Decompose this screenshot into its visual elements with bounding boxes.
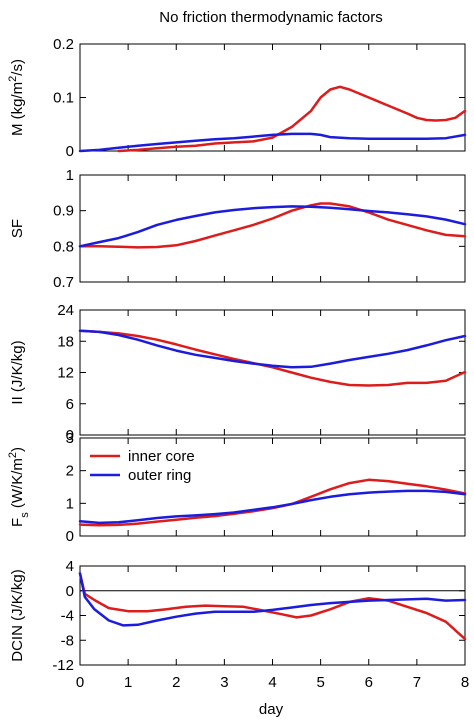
y-tick-label: 6 <box>66 396 74 413</box>
series-line-inner <box>78 572 467 641</box>
series-line-outer <box>78 489 467 525</box>
plot-frame <box>79 565 466 666</box>
x-tick-label: 2 <box>172 674 180 691</box>
y-tick-label: -4 <box>61 608 74 625</box>
y-axis-label: M (kg/m2/s) <box>7 59 26 136</box>
legend-label-inner: inner core <box>128 448 195 465</box>
x-axis-label: day <box>259 701 284 718</box>
panel-3: 0 6 12 18 24 II (J/K/kg) <box>9 302 467 444</box>
panel-4: 0 1 2 3 Fs (W/K/m2) inner core outer ring <box>7 430 467 545</box>
series-line-inner <box>78 329 467 387</box>
x-tick-label: 8 <box>461 674 469 691</box>
x-tick-label: 1 <box>124 674 132 691</box>
series-line-outer <box>78 329 467 369</box>
y-axis-label: SF <box>9 219 26 238</box>
series-line-outer <box>78 205 467 248</box>
series-line-inner <box>117 85 467 153</box>
plot-frame <box>79 309 466 436</box>
y-tick-label: -8 <box>61 632 74 649</box>
panel-5: -12 -8 -4 0 4 0 1 2 3 4 5 6 7 8 DCIN (J/K/kg) <box>9 558 469 691</box>
panel-1: 0 0.1 0.2 M (kg/m2/s) <box>7 36 467 160</box>
x-tick-label: 6 <box>365 674 373 691</box>
y-tick-label: 24 <box>57 302 74 319</box>
y-tick-label: 0.7 <box>53 274 74 291</box>
x-tick-label: 5 <box>316 674 324 691</box>
y-tick-label: 1 <box>66 495 74 512</box>
panels: 00.10.2M (kg/m2/s)0.70.80.91SF06121824II… <box>7 36 469 691</box>
x-tick-label: 4 <box>268 674 276 691</box>
y-tick-label: 1 <box>66 167 74 184</box>
y-tick-label: 3 <box>66 430 74 447</box>
series-line-inner <box>78 202 467 249</box>
y-tick-label: 2 <box>66 463 74 480</box>
x-tick-label: 7 <box>413 674 421 691</box>
y-tick-label: 0 <box>66 143 74 160</box>
y-tick-label: 0.8 <box>53 238 74 255</box>
y-tick-label: 12 <box>57 365 74 382</box>
figure-title: No friction thermodynamic factors <box>159 9 382 26</box>
y-tick-label: 0.1 <box>53 90 74 107</box>
y-tick-label: 0.9 <box>53 203 74 220</box>
y-axis-label: DCIN (J/K/kg) <box>9 569 26 662</box>
legend-label-outer: outer ring <box>128 467 191 484</box>
y-tick-label: 0 <box>66 583 74 600</box>
y-tick-label: -12 <box>52 657 74 674</box>
series-line-outer <box>78 572 467 627</box>
y-tick-label: 0 <box>66 528 74 545</box>
panel-2: 0.7 0.8 0.9 1 SF <box>9 167 467 291</box>
series-line-inner <box>78 478 467 527</box>
y-tick-label: 18 <box>57 333 74 350</box>
x-tick-label: 0 <box>76 674 84 691</box>
y-axis-label: II (J/K/kg) <box>9 340 26 404</box>
series-line-outer <box>78 132 467 153</box>
y-tick-label: 0.2 <box>53 36 74 53</box>
plot-frame <box>79 174 466 283</box>
x-tick-label: 3 <box>220 674 228 691</box>
y-tick-label: 0 <box>66 427 74 444</box>
y-axis-label: Fs (W/K/m2) <box>7 447 31 527</box>
y-tick-label: 4 <box>66 558 74 575</box>
